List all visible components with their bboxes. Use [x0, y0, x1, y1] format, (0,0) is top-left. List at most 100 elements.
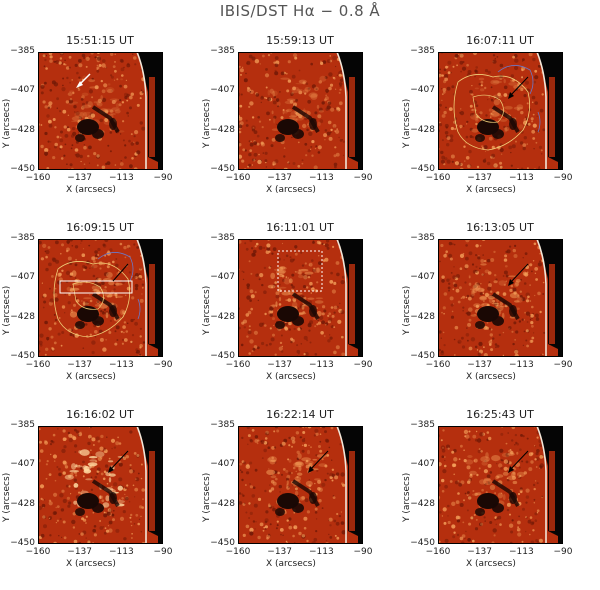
- x-axis-label: X (arcsecs): [466, 559, 516, 569]
- halpha-image: [238, 52, 363, 170]
- y-tick-label: −407: [210, 85, 235, 96]
- image-panel: 16:25:43 UT −385 −407 −428 −450 −160 −137 −113 −…: [400, 396, 600, 590]
- x-tick-label: −90: [353, 547, 373, 557]
- figure-title: IBIS/DST Hα − 0.8 Å: [219, 2, 381, 20]
- y-axis-label: Y (arcsecs): [202, 472, 212, 522]
- y-tick-label: −385: [10, 233, 35, 243]
- x-tick-label: −137: [67, 173, 93, 183]
- y-tick-label: −450: [10, 538, 35, 548]
- y-axis-label: Y (arcsecs): [402, 472, 412, 522]
- halpha-image: [438, 239, 563, 357]
- y-tick-label: −385: [410, 420, 435, 430]
- y-tick-label: −407: [410, 272, 435, 283]
- image-panel: 15:51:15 UT −385 −407 −428 −450 −160 −137 −113 −…: [0, 22, 200, 216]
- x-tick-label: −90: [553, 547, 573, 557]
- y-tick-label: −385: [10, 420, 35, 430]
- y-tick-label: −450: [10, 351, 35, 361]
- y-tick-label: −450: [210, 351, 235, 361]
- x-tick-label: −90: [153, 547, 173, 557]
- halpha-image: [438, 52, 563, 170]
- x-tick-label: −160: [225, 547, 251, 557]
- x-tick-label: −90: [153, 173, 173, 183]
- y-tick-label: −385: [210, 46, 235, 56]
- y-tick-label: −407: [10, 85, 35, 96]
- image-panel: 16:16:02 UT −385 −407 −428 −450 −160 −137 −113 −…: [0, 396, 200, 590]
- y-tick-label: −385: [410, 46, 435, 56]
- x-axis-label: X (arcsecs): [66, 372, 116, 382]
- y-tick-label: −428: [10, 124, 35, 135]
- y-tick-label: −428: [410, 124, 435, 135]
- panel-timestamp: 15:59:13 UT: [266, 34, 334, 47]
- x-tick-label: −113: [508, 173, 534, 183]
- halpha-image: [38, 239, 163, 357]
- y-tick-label: −407: [410, 459, 435, 470]
- y-axis-label: Y (arcsecs): [202, 285, 212, 335]
- y-tick-label: −450: [410, 164, 435, 174]
- panel-timestamp: 16:09:15 UT: [66, 221, 134, 234]
- y-axis-label: Y (arcsecs): [2, 472, 12, 522]
- x-tick-label: −160: [25, 173, 51, 183]
- y-tick-label: −428: [210, 311, 235, 322]
- x-tick-label: −90: [353, 360, 373, 370]
- x-tick-label: −137: [267, 547, 293, 557]
- x-tick-label: −113: [108, 547, 134, 557]
- y-axis-label: Y (arcsecs): [402, 285, 412, 335]
- y-tick-label: −385: [410, 233, 435, 243]
- panel-timestamp: 16:16:02 UT: [66, 408, 134, 421]
- halpha-image: [38, 52, 163, 170]
- image-panel: 16:07:11 UT −385 −407 −428 −450 −160 −137 −113 −…: [400, 22, 600, 216]
- y-tick-label: −450: [410, 538, 435, 548]
- image-panel: 16:13:05 UT −385 −407 −428 −450 −160 −137 −113 −…: [400, 209, 600, 403]
- x-tick-label: −113: [308, 547, 334, 557]
- x-tick-label: −137: [267, 360, 293, 370]
- y-tick-label: −407: [210, 272, 235, 283]
- x-tick-label: −113: [108, 173, 134, 183]
- y-axis-label: Y (arcsecs): [2, 98, 12, 148]
- x-axis-label: X (arcsecs): [466, 185, 516, 195]
- halpha-image: [238, 239, 363, 357]
- y-axis-label: Y (arcsecs): [2, 285, 12, 335]
- x-tick-label: −113: [508, 547, 534, 557]
- image-panel: 16:22:14 UT −385 −407 −428 −450 −160 −137 −113 −…: [200, 396, 400, 590]
- halpha-image: [238, 426, 363, 544]
- x-axis-label: X (arcsecs): [66, 559, 116, 569]
- x-tick-label: −160: [225, 360, 251, 370]
- x-tick-label: −160: [425, 547, 451, 557]
- y-tick-label: −428: [210, 124, 235, 135]
- panel-timestamp: 16:07:11 UT: [466, 34, 534, 47]
- y-axis-label: Y (arcsecs): [402, 98, 412, 148]
- x-axis-label: X (arcsecs): [266, 185, 316, 195]
- image-panel: 15:59:13 UT −385 −407 −428 −450 −160 −137 −113 −…: [200, 22, 400, 216]
- y-tick-label: −407: [10, 272, 35, 283]
- x-axis-label: X (arcsecs): [466, 372, 516, 382]
- image-panel: 16:09:15 UT −385 −407 −428 −450 −160 −137 −113 −…: [0, 209, 200, 403]
- y-tick-label: −428: [410, 311, 435, 322]
- x-tick-label: −160: [425, 173, 451, 183]
- y-tick-label: −385: [10, 46, 35, 56]
- x-axis-label: X (arcsecs): [266, 559, 316, 569]
- x-tick-label: −160: [25, 360, 51, 370]
- y-tick-label: −428: [210, 498, 235, 509]
- x-tick-label: −113: [508, 360, 534, 370]
- image-panel: 16:11:01 UT −385 −407 −428 −450 −160 −137 −113 −…: [200, 209, 400, 403]
- panel-timestamp: 16:11:01 UT: [266, 221, 334, 234]
- x-tick-label: −137: [467, 360, 493, 370]
- x-tick-label: −90: [153, 360, 173, 370]
- x-tick-label: −137: [467, 173, 493, 183]
- x-tick-label: −137: [67, 547, 93, 557]
- panel-timestamp: 16:25:43 UT: [466, 408, 534, 421]
- y-tick-label: −428: [410, 498, 435, 509]
- x-tick-label: −160: [25, 547, 51, 557]
- y-tick-label: −385: [210, 420, 235, 430]
- y-tick-label: −428: [10, 498, 35, 509]
- x-axis-label: X (arcsecs): [66, 185, 116, 195]
- x-tick-label: −90: [553, 173, 573, 183]
- y-axis-label: Y (arcsecs): [202, 98, 212, 148]
- panel-timestamp: 16:13:05 UT: [466, 221, 534, 234]
- x-tick-label: −113: [108, 360, 134, 370]
- y-tick-label: −450: [210, 164, 235, 174]
- x-tick-label: −137: [467, 547, 493, 557]
- x-tick-label: −137: [267, 173, 293, 183]
- x-tick-label: −160: [425, 360, 451, 370]
- y-tick-label: −450: [10, 164, 35, 174]
